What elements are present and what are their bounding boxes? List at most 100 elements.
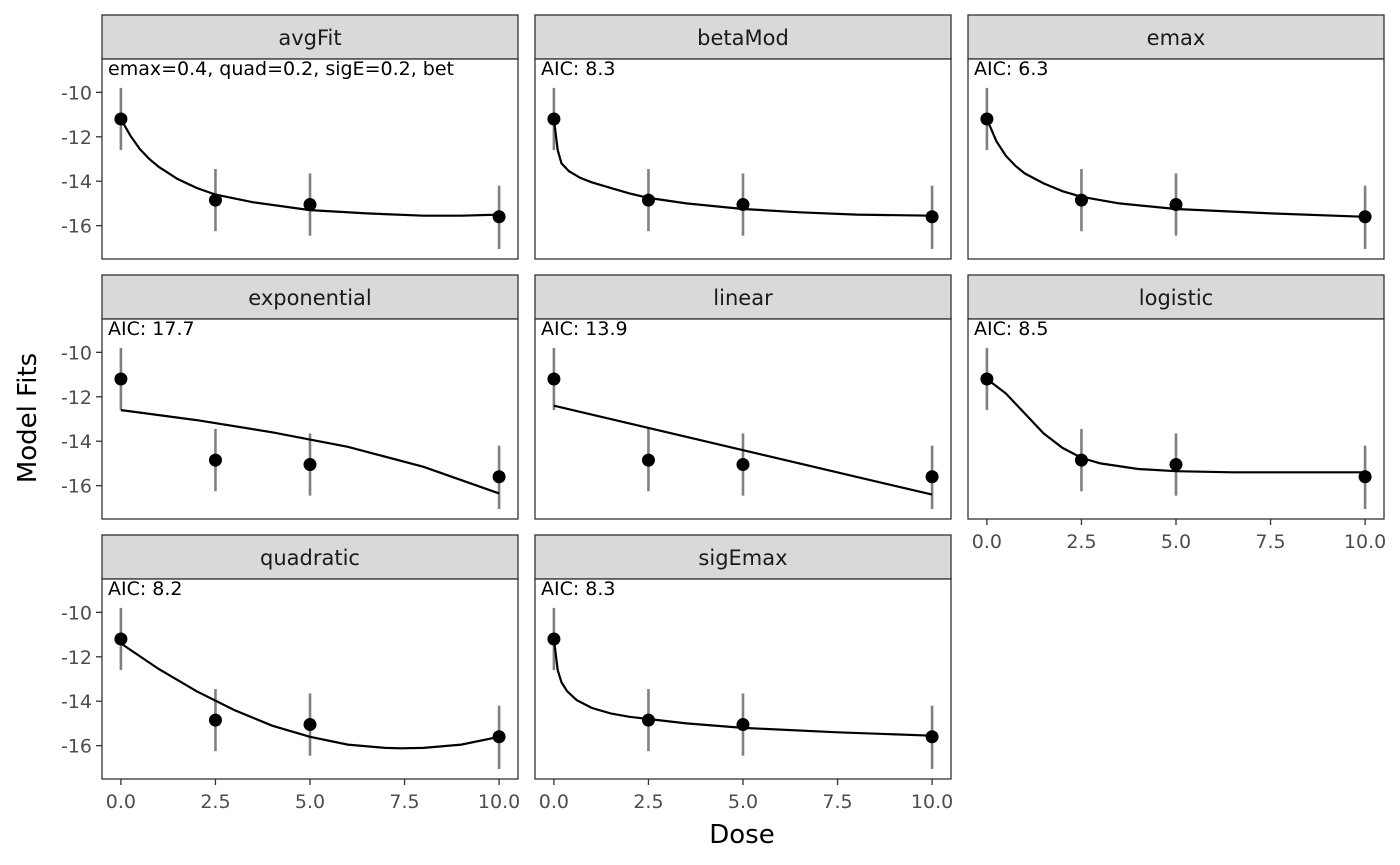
aic-annotation: AIC: 17.7 xyxy=(108,318,195,340)
observed-point xyxy=(1169,198,1183,212)
observed-point xyxy=(114,372,128,386)
y-tick-label: -10 xyxy=(61,602,92,624)
observed-point xyxy=(736,458,750,472)
facet-strip-label: quadratic xyxy=(260,546,360,570)
x-tick-label: 2.5 xyxy=(633,791,663,813)
facet-strip-label: linear xyxy=(713,286,773,310)
observed-point xyxy=(547,112,561,126)
facet-strip xyxy=(967,14,1385,60)
observed-point xyxy=(925,470,939,484)
x-tick-label: 0.0 xyxy=(106,791,136,813)
y-axis-title: Model Fits xyxy=(13,353,43,483)
facet-strip xyxy=(101,274,519,320)
observed-point xyxy=(208,193,222,207)
plot-area: AIC: 8.3 xyxy=(541,58,939,249)
observed-point xyxy=(114,112,128,126)
facet-strip xyxy=(101,534,519,580)
facet-strip-label: betaMod xyxy=(697,26,789,50)
observed-point xyxy=(492,730,506,744)
aic-annotation: AIC: 8.3 xyxy=(541,58,616,80)
observed-point xyxy=(980,112,994,126)
y-tick-label: -12 xyxy=(61,647,92,669)
observed-point xyxy=(1358,210,1372,224)
facet-strip-label: sigEmax xyxy=(698,546,787,570)
aic-annotation: emax=0.4, quad=0.2, sigE=0.2, bet xyxy=(108,58,454,80)
x-tick-label: 10.0 xyxy=(911,791,953,813)
facet-strip-label: avgFit xyxy=(278,26,341,50)
x-tick-label: 5.0 xyxy=(295,791,325,813)
x-tick-label: 2.5 xyxy=(1066,531,1096,553)
plot-area: emax=0.4, quad=0.2, sigE=0.2, bet xyxy=(108,58,506,249)
facet-strip-label: exponential xyxy=(248,286,371,310)
observed-point xyxy=(925,210,939,224)
aic-annotation: AIC: 6.3 xyxy=(974,58,1049,80)
y-tick-label: -10 xyxy=(61,342,92,364)
fit-curve xyxy=(553,404,933,496)
observed-point xyxy=(1074,453,1088,467)
x-tick-label: 7.5 xyxy=(389,791,419,813)
facet-panel-sigEmax: sigEmax AIC: 8.3 0.0 2.5 5.0 7.5 10.0 xyxy=(534,534,953,813)
y-tick-label: -14 xyxy=(61,171,92,193)
fit-curve xyxy=(120,409,500,495)
plot-area: AIC: 8.2 xyxy=(108,578,506,769)
facet-strip-label: logistic xyxy=(1139,286,1213,310)
fit-curve xyxy=(120,642,500,750)
observed-point xyxy=(303,198,317,212)
plot-area: AIC: 8.5 xyxy=(974,318,1372,509)
observed-point xyxy=(1074,193,1088,207)
observed-point xyxy=(736,718,750,732)
observed-point xyxy=(303,458,317,472)
observed-point xyxy=(208,713,222,727)
facet-panel-exponential: exponential AIC: 17.7 -10 -12 -14 -16 xyxy=(61,274,519,520)
observed-point xyxy=(114,632,128,646)
x-tick-label: 0.0 xyxy=(972,531,1002,553)
x-tick-label: 5.0 xyxy=(728,791,758,813)
aic-annotation: AIC: 8.3 xyxy=(541,578,616,600)
observed-point xyxy=(492,210,506,224)
observed-point xyxy=(547,372,561,386)
fit-curve xyxy=(119,118,500,217)
facet-panel-betaMod: betaMod AIC: 8.3 xyxy=(534,14,952,260)
x-tick-label: 5.0 xyxy=(1161,531,1191,553)
plot-area: AIC: 6.3 xyxy=(974,58,1372,249)
observed-point xyxy=(736,198,750,212)
observed-point xyxy=(1358,470,1372,484)
fit-curve xyxy=(552,118,933,217)
x-tick-label: 10.0 xyxy=(1344,531,1386,553)
observed-point xyxy=(641,193,655,207)
aic-annotation: AIC: 8.5 xyxy=(974,318,1049,340)
observed-point xyxy=(208,453,222,467)
observed-point xyxy=(492,470,506,484)
facet-panel-linear: linear AIC: 13.9 xyxy=(534,274,952,520)
facet-strip xyxy=(967,274,1385,320)
x-tick-label: 0.0 xyxy=(539,791,569,813)
observed-point xyxy=(925,730,939,744)
y-tick-label: -14 xyxy=(61,691,92,713)
aic-annotation: AIC: 8.2 xyxy=(108,578,183,600)
observed-point xyxy=(1169,458,1183,472)
x-tick-label: 2.5 xyxy=(200,791,230,813)
x-tick-label: 10.0 xyxy=(478,791,520,813)
x-tick-label: 7.5 xyxy=(822,791,852,813)
y-tick-label: -16 xyxy=(61,216,92,238)
facet-strip-label: emax xyxy=(1147,26,1206,50)
y-tick-label: -16 xyxy=(61,736,92,758)
y-tick-label: -10 xyxy=(61,82,92,104)
facet-strip xyxy=(534,274,952,320)
y-tick-label: -16 xyxy=(61,476,92,498)
observed-point xyxy=(980,372,994,386)
y-tick-label: -12 xyxy=(61,127,92,149)
facet-panel-quadratic: quadratic AIC: 8.2 -10 -12 -14 -16 0.0 2.5 5.0 7.… xyxy=(61,534,520,813)
fit-curve xyxy=(986,378,1366,474)
x-axis-title: Dose xyxy=(709,820,774,850)
plot-area: AIC: 8.3 xyxy=(541,578,939,769)
y-tick-label: -12 xyxy=(61,387,92,409)
plot-area: AIC: 17.7 xyxy=(108,318,506,509)
observed-point xyxy=(547,632,561,646)
aic-annotation: AIC: 13.9 xyxy=(541,318,628,340)
facet-panel-emax: emax AIC: 6.3 xyxy=(967,14,1385,260)
observed-point xyxy=(641,713,655,727)
